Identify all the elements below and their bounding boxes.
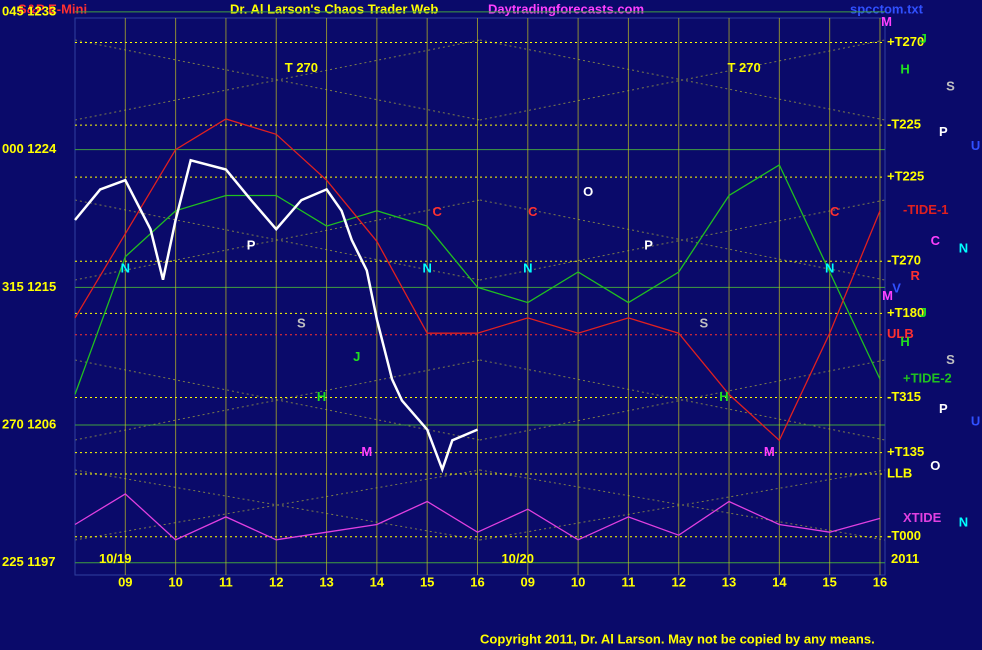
annotation: T 270 (728, 60, 761, 75)
annotation: N (523, 260, 532, 275)
annotation: S (946, 352, 955, 367)
x-tick-label: 13 (722, 574, 736, 589)
annotation: N (959, 514, 968, 529)
x-tick-label: 09 (118, 574, 132, 589)
annotation: S (700, 315, 709, 330)
series-line (74, 158, 478, 474)
annotation: M (361, 444, 372, 459)
level-label: +T135 (887, 444, 924, 459)
x-tick-label: 16 (470, 574, 484, 589)
x-tick-label: 12 (671, 574, 685, 589)
annotation: P (939, 124, 948, 139)
annotation: S (946, 78, 955, 93)
copyright: Copyright 2011, Dr. Al Larson. May not b… (480, 631, 875, 646)
annotation: N (422, 260, 431, 275)
annotation: H (900, 334, 909, 349)
annotation: C (931, 233, 941, 248)
annotation: M (882, 288, 893, 303)
level-label: -T270 (887, 253, 921, 268)
annotation: O (583, 184, 593, 199)
x-tick-label: 15 (822, 574, 836, 589)
annotation: H (719, 389, 728, 404)
series-name: -TIDE-1 (903, 202, 949, 217)
subtitle: S&P E-Mini (18, 1, 87, 16)
file-name: spcctom.txt (850, 1, 924, 16)
chart-title: Dr. Al Larson's Chaos Trader Web (230, 1, 438, 16)
x-tick-label: 10 (168, 574, 182, 589)
annotation: C (528, 204, 538, 219)
series-line (74, 493, 881, 541)
annotation: O (930, 458, 940, 473)
x-tick-label: 12 (269, 574, 283, 589)
level-label: +T180 (887, 305, 924, 320)
level-label: -T000 (887, 528, 921, 543)
y-tick-label: 225 1197 (2, 554, 56, 569)
y-tick-label: 045 1233 (2, 3, 56, 18)
annotation: S (297, 315, 306, 330)
annotation: 10/19 (99, 551, 132, 566)
annotation: H (900, 61, 909, 76)
annotation: N (959, 241, 968, 256)
annotation: P (644, 237, 653, 252)
series-line (74, 118, 881, 442)
annotation: C (433, 204, 443, 219)
level-label: -T315 (887, 389, 921, 404)
series-line (74, 163, 881, 395)
x-tick-label: 15 (420, 574, 434, 589)
annotation: J (920, 31, 927, 46)
annotation: U (971, 138, 980, 153)
level-label: LLB (887, 465, 912, 480)
annotation: M (764, 444, 775, 459)
x-tick-label: 09 (521, 574, 535, 589)
site: Daytradingforecasts.com (488, 1, 644, 16)
level-label: ULB (887, 326, 914, 341)
level-label: +T225 (887, 169, 924, 184)
annotation: N (825, 260, 834, 275)
annotation: 2011 (891, 551, 919, 566)
level-label: -T225 (887, 117, 921, 132)
annotation: R (910, 268, 920, 283)
annotation: J (920, 305, 927, 320)
y-tick-label: 270 1206 (2, 416, 56, 431)
series-name: +TIDE-2 (903, 371, 952, 386)
x-tick-label: 14 (772, 574, 787, 589)
level-label: +T270 (887, 34, 924, 49)
annotation: H (317, 389, 326, 404)
x-tick-label: 10 (571, 574, 585, 589)
annotation: C (830, 204, 840, 219)
y-tick-label: 315 1215 (2, 279, 56, 294)
cross-pattern (74, 39, 886, 541)
x-tick-label: 14 (370, 574, 385, 589)
x-tick-label: 16 (873, 574, 887, 589)
annotation: M (881, 14, 892, 29)
annotation: N (121, 260, 130, 275)
y-tick-label: 000 1224 (2, 141, 57, 156)
annotation: P (939, 401, 948, 416)
annotation: U (971, 413, 980, 428)
x-tick-label: 13 (319, 574, 333, 589)
annotation: V (892, 280, 901, 295)
annotation: T 270 (285, 60, 318, 75)
x-tick-label: 11 (219, 574, 233, 589)
series-name: XTIDE (903, 510, 942, 525)
x-tick-label: 11 (622, 574, 636, 589)
annotation: J (353, 349, 360, 364)
annotation: P (247, 237, 256, 252)
annotation: 10/20 (501, 551, 534, 566)
plot-frame (74, 17, 886, 576)
